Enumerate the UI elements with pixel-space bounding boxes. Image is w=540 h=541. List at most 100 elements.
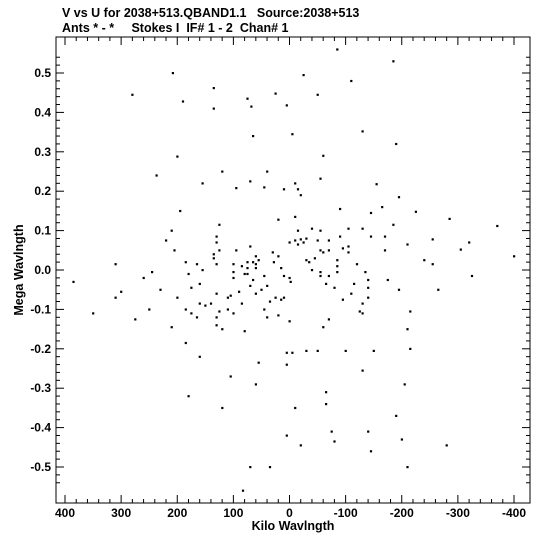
uv-point — [406, 243, 409, 246]
uv-point — [238, 290, 241, 293]
uv-point — [254, 255, 257, 258]
uv-point — [291, 351, 294, 354]
uv-point — [134, 318, 137, 321]
uv-point — [299, 194, 302, 197]
uv-point — [409, 347, 412, 350]
uv-point — [325, 391, 328, 394]
uv-point — [131, 93, 134, 96]
uv-point — [305, 237, 308, 240]
uv-point — [221, 170, 224, 173]
uv-point — [176, 296, 179, 299]
uv-point — [319, 229, 322, 232]
uv-point — [367, 430, 370, 433]
uv-point — [201, 182, 204, 185]
uv-point — [263, 274, 266, 278]
uv-point — [184, 261, 187, 264]
uv-point — [325, 403, 328, 406]
uv-point — [212, 257, 215, 260]
uv-point — [209, 302, 213, 305]
uv-point — [190, 312, 193, 315]
uv-point — [313, 257, 316, 260]
uv-point — [341, 247, 344, 250]
uv-point — [347, 251, 350, 254]
uv-point — [414, 210, 417, 213]
uv-point — [319, 271, 322, 274]
axis-tick-labels: 400 300 200 100 0 -100 -200 -300 -400 0.5 0.4 0.3 0.… — [30, 66, 526, 520]
uv-point — [198, 355, 201, 358]
uv-point — [257, 259, 260, 262]
uv-point — [282, 274, 286, 278]
uv-point — [249, 180, 252, 183]
uv-point — [327, 274, 330, 278]
uv-point — [336, 271, 339, 274]
uv-point — [277, 314, 280, 317]
uv-point — [229, 375, 232, 378]
uv-point — [92, 312, 95, 315]
uv-point — [184, 341, 187, 345]
x-tick-label: 100 — [223, 506, 243, 520]
uv-point — [280, 298, 283, 301]
uv-point — [179, 209, 182, 213]
uv-point — [330, 430, 333, 433]
uv-point — [280, 267, 283, 270]
uv-point — [170, 326, 173, 329]
uv-point — [353, 282, 356, 285]
uv-point — [215, 324, 218, 327]
uv-point — [268, 466, 272, 469]
uv-point — [277, 255, 280, 258]
uv-point — [406, 466, 409, 469]
uv-point — [369, 450, 373, 453]
uv-point — [266, 284, 269, 287]
y-tick-label: -0.3 — [30, 381, 51, 395]
x-tick-label: 300 — [111, 506, 131, 520]
uv-point — [369, 211, 373, 215]
uv-point — [246, 261, 249, 264]
uv-point — [212, 87, 215, 90]
uv-point — [249, 245, 252, 248]
uv-point — [187, 272, 190, 276]
uv-point — [187, 395, 190, 398]
uv-point — [266, 170, 269, 173]
uv-point — [232, 271, 235, 274]
uv-point — [288, 241, 291, 244]
uv-point — [319, 274, 322, 278]
uv-point — [254, 292, 257, 295]
uv-point — [221, 328, 224, 331]
uv-point — [285, 434, 288, 437]
uv-point — [322, 154, 325, 157]
uv-point — [400, 438, 403, 441]
uv-point — [218, 249, 221, 252]
uv-point — [299, 238, 302, 241]
uv-point — [316, 239, 319, 242]
axis-ticks — [56, 37, 530, 503]
x-tick-label: -100 — [334, 506, 358, 520]
uv-point — [310, 227, 314, 230]
uv-point — [159, 288, 162, 291]
uv-point — [271, 251, 274, 254]
y-tick-label: 0.5 — [34, 66, 51, 80]
uv-point — [235, 249, 238, 252]
uv-point — [260, 288, 263, 291]
uv-point — [333, 440, 336, 443]
uv-point — [392, 60, 395, 63]
uv-point — [336, 48, 339, 51]
uv-point — [176, 155, 179, 158]
uv-point — [322, 251, 325, 254]
uv-point — [336, 265, 339, 268]
uv-point — [254, 267, 257, 270]
uv-point — [392, 223, 395, 226]
uv-point — [241, 489, 245, 492]
uv-point — [195, 263, 199, 266]
uv-point — [305, 349, 308, 352]
uv-point — [375, 183, 378, 186]
x-tick-label: -300 — [446, 506, 470, 520]
uv-point — [316, 93, 319, 96]
y-tick-label: 0.2 — [34, 184, 51, 198]
uv-point — [218, 223, 221, 226]
uv-point — [327, 249, 330, 252]
uv-point — [327, 318, 330, 321]
uv-point — [383, 249, 387, 252]
uv-point — [274, 92, 277, 95]
uv-point — [459, 248, 462, 251]
uv-point — [218, 310, 221, 313]
